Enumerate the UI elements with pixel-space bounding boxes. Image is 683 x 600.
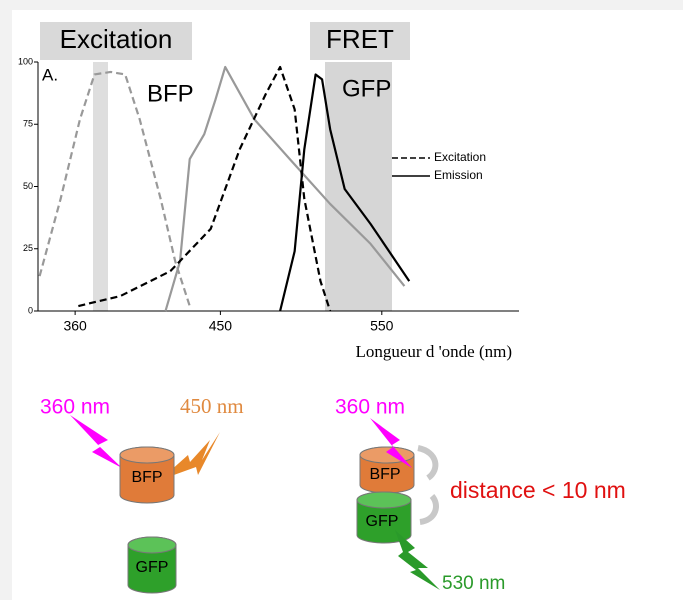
legend-label: Emission (434, 168, 483, 182)
lightning-out (160, 432, 220, 480)
fret-band (325, 62, 392, 311)
transfer-arrow-bottom (419, 494, 439, 525)
x-tick-label: 550 (370, 318, 394, 334)
header-excitation: Excitation (60, 24, 173, 54)
transfer-arrow-top (417, 445, 439, 481)
lightning-in (370, 418, 412, 468)
lightning-in (70, 415, 122, 468)
gfp-text: GFP (366, 513, 399, 530)
bfp-text: BFP (131, 469, 162, 486)
x-axis-label: Longueur d 'onde (nm) (356, 342, 513, 361)
y-tick-label: 0 (28, 305, 33, 315)
bfp-cylinder-top (119, 446, 175, 464)
left-diagram: 360 nm 450 nm BFP GFP (40, 394, 244, 594)
lightning-out (395, 530, 440, 590)
light-out-label: 530 nm (442, 573, 505, 594)
panel-label: A. (42, 65, 58, 84)
excitation-band (93, 62, 108, 311)
y-tick-label: 75 (23, 119, 33, 129)
y-tick-label: 25 (23, 243, 33, 253)
x-tick-label: 450 (209, 318, 233, 334)
x-tick-label: 360 (63, 318, 87, 334)
gfp-text: GFP (136, 559, 169, 576)
distance-label: distance < 10 nm (450, 477, 626, 503)
bfp-label: BFP (147, 80, 194, 107)
excitation-band-header (40, 22, 192, 60)
y-tick-label: 100 (18, 56, 33, 66)
light-in-label: 360 nm (335, 396, 405, 419)
light-in-label: 360 nm (40, 396, 110, 419)
legend-label: Excitation (434, 150, 486, 164)
spectrum-line (164, 65, 406, 312)
spectrum-line (279, 73, 411, 312)
light-out-label: 450 nm (180, 394, 244, 418)
spectrum-line (78, 65, 332, 312)
gfp-cylinder-top (356, 491, 412, 509)
y-tick-label: 50 (23, 181, 33, 191)
bfp-cylinder-top (359, 446, 415, 464)
bfp-text: BFP (369, 466, 400, 483)
gfp-label: GFP (342, 75, 391, 102)
fret-band-header (310, 22, 410, 60)
header-fret: FRET (326, 24, 394, 54)
gfp-cylinder-top (127, 536, 177, 554)
right-diagram: 360 nm BFP GFP distance < 10 nm 530 nm (335, 396, 626, 594)
spectrum-line (38, 70, 191, 307)
